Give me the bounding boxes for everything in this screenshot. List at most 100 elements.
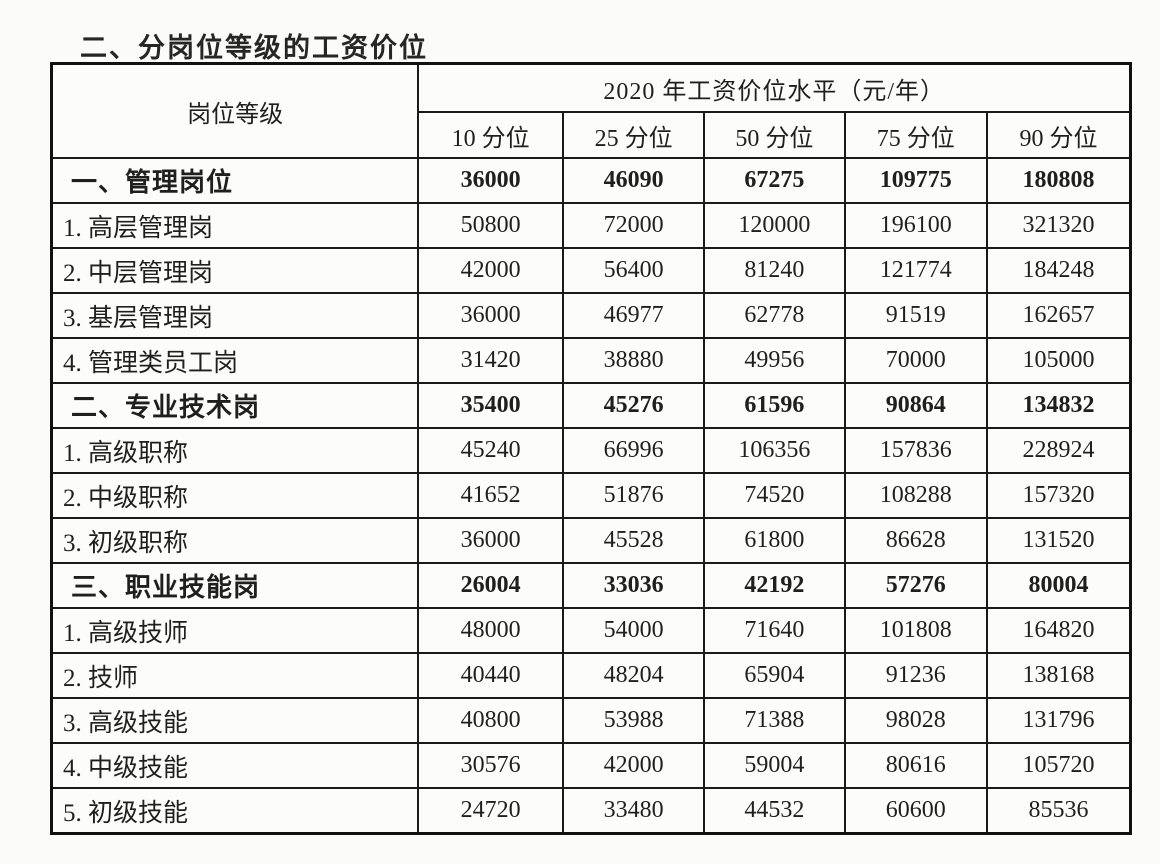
- row-value: 36000: [417, 517, 564, 564]
- row-value: 31420: [417, 337, 564, 384]
- row-value: 36000: [417, 157, 564, 204]
- row-value: 42000: [417, 247, 564, 294]
- percentile-header-50: 50 分位: [703, 111, 846, 159]
- table-row: 4. 管理类员工岗 31420 38880 49956 70000 105000: [50, 337, 1132, 384]
- row-label: 4. 管理类员工岗: [50, 337, 420, 384]
- row-value: 157836: [843, 427, 988, 474]
- row-value: 45276: [561, 382, 706, 429]
- row-value: 44532: [703, 787, 846, 835]
- row-value: 164820: [985, 607, 1132, 654]
- table-row: 4. 中级技能 30576 42000 59004 80616 105720: [50, 742, 1132, 789]
- row-value: 131796: [985, 697, 1132, 744]
- table-row: 2. 中层管理岗 42000 56400 81240 121774 184248: [50, 247, 1132, 294]
- row-value: 56400: [561, 247, 706, 294]
- row-value: 106356: [703, 427, 846, 474]
- row-label: 一、管理岗位: [50, 157, 420, 204]
- table-body: 一、管理岗位 36000 46090 67275 109775 180808 1. 高层管理…: [50, 157, 1132, 835]
- row-value: 321320: [985, 202, 1132, 249]
- row-value: 62778: [703, 292, 846, 339]
- row-value: 65904: [703, 652, 846, 699]
- row-value: 45240: [417, 427, 564, 474]
- row-label: 1. 高级技师: [50, 607, 420, 654]
- percentile-header-25: 25 分位: [561, 111, 706, 159]
- row-value: 228924: [985, 427, 1132, 474]
- row-value: 48000: [417, 607, 564, 654]
- row-value: 53988: [561, 697, 706, 744]
- row-value: 120000: [703, 202, 846, 249]
- row-value: 54000: [561, 607, 706, 654]
- row-value: 45528: [561, 517, 706, 564]
- row-label: 5. 初级技能: [50, 787, 420, 835]
- row-value: 180808: [985, 157, 1132, 204]
- row-value: 81240: [703, 247, 846, 294]
- table-row: 3. 初级职称 36000 45528 61800 86628 131520: [50, 517, 1132, 564]
- row-value: 105720: [985, 742, 1132, 789]
- row-value: 196100: [843, 202, 988, 249]
- row-value: 36000: [417, 292, 564, 339]
- header-row-percentiles: 10 分位 25 分位 50 分位 75 分位 90 分位: [52, 111, 1132, 159]
- row-value: 121774: [843, 247, 988, 294]
- row-label: 2. 中层管理岗: [50, 247, 420, 294]
- row-value: 46977: [561, 292, 706, 339]
- row-value: 98028: [843, 697, 988, 744]
- row-label: 二、专业技术岗: [50, 382, 420, 429]
- row-value: 85536: [985, 787, 1132, 835]
- row-value: 40800: [417, 697, 564, 744]
- row-value: 162657: [985, 292, 1132, 339]
- row-value: 86628: [843, 517, 988, 564]
- row-value: 66996: [561, 427, 706, 474]
- row-label: 2. 中级职称: [50, 472, 420, 519]
- row-value: 40440: [417, 652, 564, 699]
- row-value: 35400: [417, 382, 564, 429]
- percentile-header-75: 75 分位: [843, 111, 988, 159]
- table-row: 二、专业技术岗 35400 45276 61596 90864 134832: [50, 382, 1132, 429]
- row-value: 80616: [843, 742, 988, 789]
- row-value: 41652: [417, 472, 564, 519]
- row-value: 101808: [843, 607, 988, 654]
- row-value: 67275: [703, 157, 846, 204]
- percentile-header-10: 10 分位: [417, 111, 564, 159]
- row-value: 51876: [561, 472, 706, 519]
- table-row: 2. 技师 40440 48204 65904 91236 138168: [50, 652, 1132, 699]
- row-value: 105000: [985, 337, 1132, 384]
- row-value: 60600: [843, 787, 988, 835]
- row-value: 71640: [703, 607, 846, 654]
- row-value: 71388: [703, 697, 846, 744]
- row-value: 61800: [703, 517, 846, 564]
- year-header: 2020 年工资价位水平（元/年）: [417, 62, 1132, 113]
- table-row: 1. 高级职称 45240 66996 106356 157836 228924: [50, 427, 1132, 474]
- row-value: 46090: [561, 157, 706, 204]
- header-row-year: 岗位等级 2020 年工资价位水平（元/年）: [50, 62, 1132, 159]
- row-value: 131520: [985, 517, 1132, 564]
- row-value: 91236: [843, 652, 988, 699]
- row-value: 42000: [561, 742, 706, 789]
- table-header: 岗位等级 2020 年工资价位水平（元/年） 10 分位 25 分位 50 分位…: [50, 62, 1132, 159]
- row-value: 91519: [843, 292, 988, 339]
- corner-header: 岗位等级: [50, 62, 420, 159]
- page-title: 二、分岗位等级的工资价位: [80, 33, 428, 63]
- row-value: 49956: [703, 337, 846, 384]
- table-row: 一、管理岗位 36000 46090 67275 109775 180808: [50, 157, 1132, 204]
- wage-table: 岗位等级 2020 年工资价位水平（元/年） 10 分位 25 分位 50 分位…: [50, 62, 1132, 835]
- row-value: 26004: [417, 562, 564, 609]
- row-label: 3. 初级职称: [50, 517, 420, 564]
- row-label: 3. 基层管理岗: [50, 292, 420, 339]
- table-row: 1. 高级技师 48000 54000 71640 101808 164820: [50, 607, 1132, 654]
- table-row: 三、职业技能岗 26004 33036 42192 57276 80004: [50, 562, 1132, 609]
- row-label: 4. 中级技能: [50, 742, 420, 789]
- row-label: 3. 高级技能: [50, 697, 420, 744]
- row-value: 70000: [843, 337, 988, 384]
- row-value: 50800: [417, 202, 564, 249]
- row-label: 1. 高层管理岗: [50, 202, 420, 249]
- row-value: 33480: [561, 787, 706, 835]
- row-value: 72000: [561, 202, 706, 249]
- row-value: 80004: [985, 562, 1132, 609]
- row-value: 109775: [843, 157, 988, 204]
- table-row: 5. 初级技能 24720 33480 44532 60600 85536: [50, 787, 1132, 835]
- row-value: 38880: [561, 337, 706, 384]
- row-value: 108288: [843, 472, 988, 519]
- table-row: 1. 高层管理岗 50800 72000 120000 196100 321320: [50, 202, 1132, 249]
- row-value: 33036: [561, 562, 706, 609]
- row-value: 24720: [417, 787, 564, 835]
- row-value: 74520: [703, 472, 846, 519]
